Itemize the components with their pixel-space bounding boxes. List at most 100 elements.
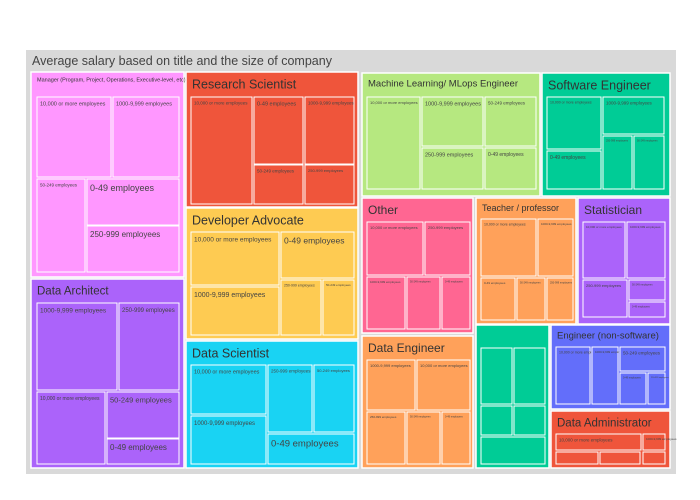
treemap-cell-data-engineer-0-49-employees[interactable] [441, 411, 471, 465]
treemap-cell-label-other-250-999-employees: 250-999 employees [428, 225, 463, 230]
treemap-cell-engineer-non-software-250-999-employees[interactable] [647, 372, 666, 405]
treemap-cell-label-research-scientist-250-999-employees: 250-999 employees [308, 168, 343, 173]
treemap-cell-manager-program-project-operations-executive-level-etc-0-49-employees[interactable] [86, 178, 180, 226]
treemap-cell-label-research-scientist-0-49-employees: 0-49 employees [257, 102, 296, 108]
treemap-cell-teacher-professor-10-000-or-more-employees[interactable] [480, 218, 537, 277]
treemap-cell-label-research-scientist-1000-9-999-employees: 1000-9,999 employees [308, 101, 355, 106]
treemap-cell-data-engineer-1000-9-999-employees[interactable] [366, 359, 416, 411]
treemap-group-label-data-architect: Data Architect [37, 286, 109, 298]
treemap-cell-other-0-49-employees[interactable] [441, 276, 471, 330]
treemap-group-statistician: Statistician 10,000 or more employees 1000… [577, 197, 671, 325]
treemap-group-label-research-scientist: Research Scientist [192, 78, 297, 92]
treemap-cell-machine-learning-mlops-engineer-1000-9-999-employees[interactable] [421, 96, 484, 147]
treemap-cell-data-architect-0-49-employees[interactable] [106, 438, 180, 465]
treemap-cell-software-engineer-50-249-employees[interactable] [633, 135, 665, 190]
treemap-cell-label-manager-program-project-operations-executive-level-etc-50-249-employees: 50-249 employees [40, 183, 78, 188]
treemap-group-label-other: Other [368, 203, 398, 217]
treemap-cell-software-engineer-1000-9-999-employees[interactable] [602, 96, 665, 135]
treemap-cell-machine-learning-mlops-engineer-250-999-employees[interactable] [421, 147, 484, 190]
treemap-group-data-scientist: Data Scientist 10,000 or more employees 25… [185, 340, 359, 469]
treemap-cell-data-administrator-unnamed[interactable] [555, 451, 599, 465]
treemap-group-label-teacher-professor: Teacher / professor [482, 203, 559, 213]
treemap-cell-research-scientist-250-999-employees[interactable] [304, 164, 355, 205]
treemap-cell-data-engineer-10-000-or-more-employees[interactable] [416, 359, 471, 411]
treemap-group-label-manager-program-project-operations-executive-level-etc: Manager (Program, Project, Operations, E… [37, 78, 186, 84]
treemap-cell-data-administrator-1000-9-999-employees[interactable] [642, 433, 666, 451]
treemap-group-teacher-professor: Teacher / professor 10,000 or more employ… [475, 197, 577, 325]
treemap-cell-label-data-architect-1000-9-999-employees: 1000-9,999 employees [40, 308, 107, 315]
treemap-cell-data-scientist-1000-9-999-employees[interactable] [190, 415, 267, 465]
treemap-cell-label-engineer-non-software-250-999-employees: 250-999 employees [651, 377, 669, 379]
treemap-cell-research-scientist-1000-9-999-employees[interactable] [304, 96, 355, 165]
treemap-cell-research-scientist-10-000-or-more-employees[interactable] [190, 96, 253, 205]
treemap-cell-engineer-non-software-10-000-or-more-employees[interactable] [555, 346, 591, 405]
treemap-cell-data-scientist-0-49-employees[interactable] [267, 433, 355, 465]
treemap-cell-unnamed-unnamed[interactable] [480, 347, 513, 405]
treemap-cell-label-data-architect-50-249-employees: 50-249 employees [110, 396, 172, 405]
treemap-cell-statistician-0-49-employees[interactable] [628, 301, 666, 318]
treemap-cell-machine-learning-mlops-engineer-10-000-or-more-employees[interactable] [366, 96, 421, 190]
treemap-cell-label-software-engineer-10-000-or-more-employees: 10,000 or more employees [550, 101, 592, 105]
treemap-cell-developer-advocate-0-49-employees[interactable] [280, 231, 355, 279]
treemap-cell-statistician-10-000-or-more-employees[interactable] [582, 221, 626, 279]
treemap-cell-engineer-non-software-50-249-employees[interactable] [619, 346, 666, 372]
treemap-cell-teacher-professor-1000-9-999-employees[interactable] [537, 218, 574, 277]
treemap-cell-other-1000-9-999-employees[interactable] [366, 276, 406, 330]
treemap-cell-machine-learning-mlops-engineer-0-49-employees[interactable] [484, 147, 537, 190]
treemap-cell-developer-advocate-10-000-or-more-employees[interactable] [190, 231, 280, 286]
treemap-cell-label-data-architect-10-000-or-more-employees: 10,000 or more employees [40, 396, 100, 402]
treemap-cell-other-250-999-employees[interactable] [424, 221, 471, 276]
treemap-cell-data-scientist-50-249-employees[interactable] [313, 364, 355, 433]
treemap-cell-data-engineer-250-999-employees[interactable] [366, 411, 406, 465]
treemap-cell-other-10-000-or-more-employees[interactable] [366, 221, 424, 276]
treemap-cell-data-architect-10-000-or-more-employees[interactable] [36, 391, 106, 465]
treemap-cell-engineer-non-software-0-49-employees[interactable] [619, 372, 647, 405]
treemap-cell-label-software-engineer-50-249-employees: 50-249 employees [637, 140, 658, 143]
treemap-cell-unnamed-unnamed[interactable] [513, 347, 546, 405]
treemap-cell-label-statistician-50-249-employees: 50-249 employees [632, 284, 653, 287]
treemap-cell-manager-program-project-operations-executive-level-etc-50-249-employees[interactable] [36, 178, 86, 273]
treemap-cell-unnamed-unnamed[interactable] [513, 405, 546, 436]
treemap-cell-label-research-scientist-10-000-or-more-employees: 10,000 or more employees [194, 101, 248, 106]
treemap-group-software-engineer: Software Engineer 10,000 or more employee… [541, 72, 671, 197]
treemap-cell-developer-advocate-1000-9-999-employees[interactable] [190, 286, 280, 336]
treemap-cell-software-engineer-10-000-or-more-employees[interactable] [546, 96, 602, 150]
treemap-cell-data-engineer-50-249-employees[interactable] [406, 411, 441, 465]
treemap-cell-statistician-50-249-employees[interactable] [628, 279, 666, 301]
treemap-cell-label-data-engineer-0-49-employees: 0-49 employees [445, 416, 464, 419]
treemap-cell-data-architect-250-999-employees[interactable] [118, 302, 180, 391]
treemap-cell-data-architect-50-249-employees[interactable] [106, 391, 180, 439]
treemap-cell-unnamed-unnamed[interactable] [480, 436, 546, 465]
treemap-cell-software-engineer-0-49-employees[interactable] [546, 150, 602, 190]
treemap-cell-machine-learning-mlops-engineer-50-249-employees[interactable] [484, 96, 537, 147]
treemap-cell-data-administrator-unnamed[interactable] [642, 451, 666, 465]
treemap-groups: Manager (Program, Project, Operations, E… [30, 71, 677, 469]
treemap-cell-developer-advocate-50-249-employees[interactable] [322, 279, 355, 336]
treemap-cell-manager-program-project-operations-executive-level-etc-10-000-or-more-employees[interactable] [36, 96, 112, 178]
treemap-cell-data-scientist-10-000-or-more-employees[interactable] [190, 364, 267, 415]
treemap-group-machine-learning-mlops-engineer: Machine Learning/ MLops Engineer 10,000 o… [361, 72, 541, 197]
treemap-cell-data-scientist-250-999-employees[interactable] [267, 364, 313, 433]
treemap-group-label-software-engineer: Software Engineer [548, 79, 651, 93]
treemap-cell-teacher-professor-50-249-employees[interactable] [516, 277, 546, 321]
treemap-cell-statistician-250-999-employees[interactable] [582, 279, 628, 318]
treemap-cell-statistician-1000-9-999-employees[interactable] [626, 221, 666, 279]
treemap-cell-teacher-professor-0-49-employees[interactable] [480, 277, 516, 321]
treemap-cell-manager-program-project-operations-executive-level-etc-250-999-employees[interactable] [86, 225, 180, 273]
treemap-group-label-data-administrator: Data Administrator [557, 418, 652, 430]
treemap-cell-software-engineer-250-999-employees[interactable] [602, 135, 633, 190]
treemap-group-manager-program-project-operations-executive-level-etc: Manager (Program, Project, Operations, E… [30, 71, 186, 278]
treemap-cell-label-statistician-1000-9-999-employees: 1000-9,999 employees [630, 225, 661, 229]
treemap-cell-research-scientist-50-249-employees[interactable] [253, 164, 304, 205]
treemap-cell-other-50-249-employees[interactable] [406, 276, 441, 330]
treemap-cell-data-administrator-10-000-or-more-employees[interactable] [555, 433, 642, 451]
treemap-cell-data-administrator-unnamed[interactable] [599, 451, 641, 465]
treemap-cell-unnamed-unnamed[interactable] [480, 405, 513, 436]
treemap-cell-data-architect-1000-9-999-employees[interactable] [36, 302, 118, 391]
treemap-cell-teacher-professor-250-999-employees[interactable] [546, 277, 574, 321]
treemap-cell-engineer-non-software-1000-9-999-employees[interactable] [591, 346, 619, 405]
treemap-cell-label-statistician-10-000-or-more-employees: 10,000 or more employees [586, 225, 622, 229]
treemap-cell-research-scientist-0-49-employees[interactable] [253, 96, 304, 165]
treemap-cell-manager-program-project-operations-executive-level-etc-1000-9-999-employees[interactable] [112, 96, 180, 178]
treemap-cell-developer-advocate-250-999-employees[interactable] [280, 279, 322, 336]
